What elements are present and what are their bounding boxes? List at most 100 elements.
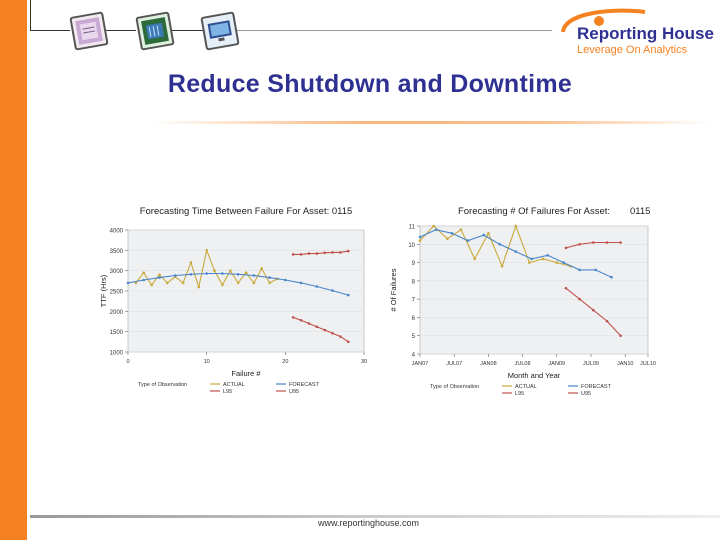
data-point-actual — [487, 232, 490, 235]
data-point-forecast — [498, 243, 502, 246]
y-tick-label: 2000 — [110, 310, 124, 316]
footer-url: www.reportinghouse.com — [318, 518, 420, 528]
data-point-l95 — [347, 340, 350, 344]
legend-label-u95: U95 — [581, 391, 591, 397]
footer-divider — [30, 515, 720, 518]
data-point-forecast — [126, 281, 130, 285]
header-divider-3 — [163, 30, 203, 31]
data-point-forecast — [252, 274, 256, 277]
data-point-u95 — [315, 252, 319, 255]
x-tick-label: JAN10 — [617, 361, 634, 367]
y-tick-label: 6 — [412, 316, 416, 322]
series-line-actual — [419, 224, 571, 268]
data-point-l95 — [307, 322, 311, 325]
data-point-actual — [473, 257, 476, 261]
data-point-l95 — [564, 286, 568, 290]
y-tick-label: 9 — [412, 261, 416, 267]
data-point-l95 — [619, 334, 622, 337]
x-tick-label: JUL08 — [515, 361, 531, 367]
data-point-forecast — [347, 293, 350, 297]
data-point-u95 — [339, 251, 342, 254]
data-point-actual — [459, 228, 463, 231]
data-point-actual — [158, 273, 161, 276]
data-point-forecast — [268, 276, 271, 279]
x-tick-label: JAN09 — [549, 361, 566, 367]
data-point-l95 — [605, 319, 609, 323]
legend-label-forecast: FORECAST — [581, 384, 612, 390]
page-title: Reduce Shutdown and Downtime — [167, 70, 573, 98]
legend-title: Type of Observation — [138, 382, 187, 388]
data-point-forecast — [594, 268, 597, 272]
data-point-actual — [142, 271, 145, 274]
data-point-l95 — [323, 328, 326, 332]
accent-sidebar — [0, 0, 27, 540]
data-point-l95 — [339, 335, 342, 338]
y-tick-label: 5 — [412, 334, 416, 340]
legend-label-u95: U95 — [289, 389, 299, 395]
document-thumbnail-icon — [69, 11, 109, 51]
data-point-forecast — [546, 254, 549, 257]
data-point-u95 — [578, 243, 581, 246]
ttf-forecast-chart: Forecasting Time Between Failure For Ass… — [99, 206, 367, 395]
failures-forecast-chart: Forecasting # Of Failures For Asset: 0115… — [389, 206, 656, 397]
data-point-forecast — [530, 257, 533, 261]
data-point-actual — [555, 261, 559, 264]
series-line-u95 — [293, 250, 349, 255]
data-point-actual — [528, 261, 531, 264]
data-point-l95 — [299, 319, 303, 322]
data-point-u95 — [299, 253, 303, 256]
chip-thumbnail-icon — [135, 11, 175, 51]
data-point-actual — [418, 239, 422, 242]
y-tick-label: 2500 — [110, 290, 124, 296]
chart-asset-id: 0115 — [630, 206, 650, 217]
data-point-actual — [514, 224, 518, 228]
data-point-forecast — [434, 228, 438, 231]
y-tick-label: 10 — [408, 243, 415, 249]
data-point-forecast — [578, 268, 581, 272]
data-point-forecast — [466, 239, 470, 242]
y-tick-label: 7 — [412, 298, 416, 304]
data-point-actual — [252, 281, 256, 285]
data-point-actual — [446, 237, 449, 241]
header-divider-2 — [96, 30, 136, 31]
data-point-forecast — [142, 278, 145, 282]
chart-title: Forecasting Time Between Failure For Ass… — [140, 206, 353, 217]
data-point-forecast — [331, 289, 334, 292]
y-tick-label: 8 — [412, 279, 416, 285]
x-tick-label: 0 — [126, 359, 129, 365]
title-underline — [150, 121, 710, 124]
data-point-actual — [189, 261, 193, 264]
plot-area — [419, 225, 649, 355]
data-point-forecast — [158, 276, 161, 279]
legend-label-actual: ACTUAL — [515, 384, 537, 390]
data-point-u95 — [307, 252, 311, 255]
x-tick-label: JAN07 — [412, 361, 429, 367]
x-tick-label: 30 — [361, 359, 367, 365]
data-point-forecast — [205, 272, 208, 275]
data-point-forecast — [236, 273, 240, 276]
x-tick-label: JUL10 — [640, 361, 656, 367]
data-point-actual — [181, 281, 185, 285]
data-point-actual — [268, 281, 271, 285]
data-point-u95 — [291, 253, 295, 256]
data-point-actual — [229, 269, 232, 272]
header-divider-1 — [30, 30, 70, 31]
data-point-actual — [213, 269, 216, 272]
y-axis-label: TTF (Hrs) — [99, 274, 108, 307]
data-point-forecast — [482, 233, 486, 237]
chart-title: Forecasting # Of Failures For Asset: — [458, 206, 610, 217]
data-point-l95 — [315, 325, 319, 329]
data-point-u95 — [564, 246, 568, 250]
y-tick-label: 3000 — [110, 269, 124, 275]
data-point-l95 — [578, 297, 581, 301]
y-tick-label: 3500 — [110, 249, 124, 255]
data-point-forecast — [514, 250, 518, 253]
data-point-actual — [500, 264, 504, 268]
logo-brand-text: Reporting House — [577, 24, 714, 43]
y-tick-label: 4000 — [110, 229, 124, 235]
data-point-actual — [134, 281, 138, 285]
data-point-u95 — [323, 251, 326, 255]
x-axis-label: Failure # — [231, 369, 261, 378]
series-line-l95 — [293, 316, 349, 343]
y-tick-label: 4 — [412, 353, 416, 359]
